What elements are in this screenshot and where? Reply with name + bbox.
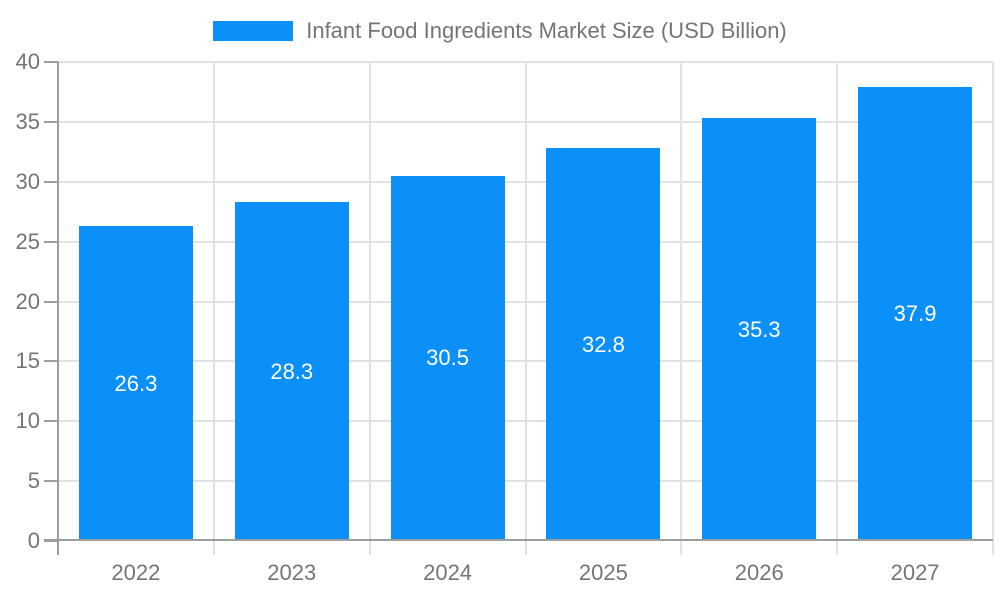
x-axis-tick bbox=[992, 541, 994, 555]
bar-2027[interactable]: 37.9 bbox=[858, 87, 973, 541]
bar-2026[interactable]: 35.3 bbox=[702, 118, 817, 541]
y-tick-label: 35 bbox=[15, 108, 40, 134]
legend[interactable]: Infant Food Ingredients Market Size (USD… bbox=[0, 18, 1000, 44]
y-axis-tick bbox=[44, 540, 58, 542]
bar-value-label: 30.5 bbox=[426, 345, 469, 371]
x-axis-tick bbox=[680, 541, 683, 555]
y-tick-label: 5 bbox=[27, 468, 40, 494]
plot-area: 26.3 28.3 30.5 32.8 35.3 37.9 bbox=[44, 61, 994, 555]
gridline-vertical bbox=[524, 62, 527, 541]
bar-value-label: 26.3 bbox=[114, 370, 158, 396]
y-tick-label: 20 bbox=[15, 288, 40, 314]
x-axis-tick bbox=[836, 541, 839, 555]
y-axis-tick bbox=[44, 61, 58, 63]
x-tick-label: 2022 bbox=[111, 560, 161, 585]
x-axis-tick bbox=[212, 541, 215, 555]
y-tick-label: 25 bbox=[15, 228, 40, 254]
y-axis-tick bbox=[44, 480, 58, 483]
gridline-vertical bbox=[212, 62, 215, 541]
gridline-vertical bbox=[368, 62, 371, 541]
y-axis-tick bbox=[44, 180, 58, 183]
bar-value-label: 28.3 bbox=[270, 358, 314, 384]
bar-2022[interactable]: 26.3 bbox=[78, 226, 193, 541]
bar-value-label: 32.8 bbox=[581, 331, 625, 357]
y-tick-label: 15 bbox=[15, 348, 40, 374]
y-axis-line bbox=[57, 62, 59, 555]
bar-2025[interactable]: 32.8 bbox=[546, 148, 661, 541]
bar-2024[interactable]: 30.5 bbox=[390, 175, 505, 541]
x-axis-tick bbox=[368, 541, 371, 555]
x-axis-tick bbox=[524, 541, 527, 555]
x-tick-label: 2024 bbox=[423, 560, 473, 585]
y-tick-label: 0 bbox=[27, 528, 40, 553]
y-axis-tick bbox=[44, 240, 58, 243]
bar-value-label: 37.9 bbox=[893, 301, 937, 327]
x-tick-label: 2023 bbox=[267, 560, 317, 585]
gridline-vertical bbox=[992, 62, 994, 541]
gridline-vertical bbox=[836, 62, 839, 541]
x-tick-label: 2027 bbox=[890, 560, 940, 585]
legend-swatch-icon bbox=[213, 21, 294, 41]
y-axis-tick bbox=[44, 300, 58, 303]
gridline-vertical bbox=[680, 62, 683, 541]
y-tick-label: 30 bbox=[15, 168, 40, 194]
x-tick-label: 2025 bbox=[578, 560, 628, 585]
y-tick-label: 10 bbox=[15, 408, 40, 434]
x-tick-label: 2026 bbox=[734, 560, 784, 585]
bar-value-label: 35.3 bbox=[737, 316, 781, 342]
legend-label: Infant Food Ingredients Market Size (USD… bbox=[306, 18, 787, 43]
x-axis-line bbox=[44, 539, 993, 541]
y-tick-label: 40 bbox=[15, 49, 40, 74]
y-axis-tick bbox=[44, 120, 58, 123]
y-axis-tick bbox=[44, 420, 58, 423]
y-axis-tick bbox=[44, 360, 58, 363]
bar-2023[interactable]: 28.3 bbox=[234, 202, 349, 541]
